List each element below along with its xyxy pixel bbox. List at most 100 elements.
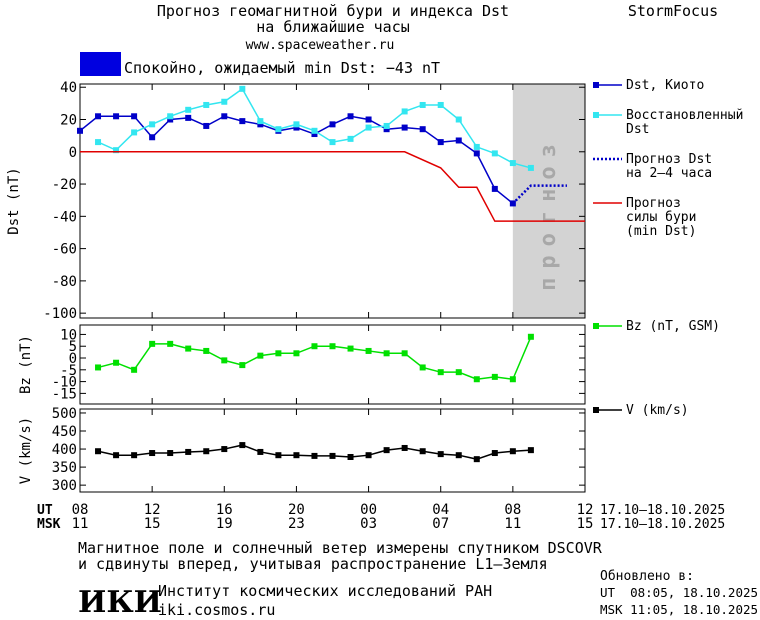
point [257,118,264,125]
legend-label: Dst, Киото [626,78,704,93]
ut-tick-label: 00 [360,502,377,518]
point [491,150,498,157]
point [77,127,83,134]
point [383,126,390,133]
point [239,118,246,125]
point [347,345,354,352]
point [365,452,372,459]
legend-label: V (km/s) [626,403,689,418]
institute-site: iki.cosmos.ru [158,601,275,619]
point [221,113,228,120]
point [185,106,192,113]
series-line [80,151,585,222]
point [257,352,264,359]
updated-ut: UT 08:05, 18.10.2025 [600,585,758,600]
point [383,122,390,129]
point [239,442,246,449]
msk-tick-label: 15 [577,516,594,532]
forecast-region [512,84,585,318]
ut-tick-label: 04 [432,502,449,518]
y-tick-label: -10 [52,375,77,391]
point [149,134,156,141]
institute: Институт космических исследований РАН [158,582,492,600]
y-tick-label: -40 [52,209,77,225]
point [203,448,210,455]
forecast-label: прогноз [536,135,561,291]
point [311,131,318,138]
time-row-label: MSK [37,517,61,532]
msk-tick-label: 23 [288,516,305,532]
y-axis-label: V (km/s) [18,417,34,484]
point [167,113,174,120]
y-tick-label: 0 [69,351,77,367]
msk-tick-label: 07 [432,516,449,532]
updated-title: Обновлено в: [600,569,694,584]
status: Спокойно, ожидаемый min Dst: −43 nT [124,59,440,77]
ut-tick-label: 16 [216,502,233,518]
ut-tick-label: 08 [504,502,521,518]
point [329,452,336,459]
y-tick-label: 10 [60,327,77,343]
y-tick-label: 0 [69,145,77,161]
point [311,452,318,459]
point [509,448,516,455]
legend-marker [593,82,599,88]
point [167,450,174,457]
legend-label: Прогноз силы бури (min Dst) [626,196,696,239]
point [113,113,120,120]
legend-marker [593,407,599,413]
point [491,373,498,380]
point [311,343,318,350]
y-tick-label: 20 [60,113,77,129]
msk-tick-label: 15 [144,516,161,532]
point [95,113,102,120]
point [437,451,444,458]
point [113,452,120,459]
point [293,350,300,357]
y-tick-label: -15 [52,386,77,402]
point [491,450,498,457]
y-tick-label: 300 [52,478,77,494]
point [185,345,192,352]
y-tick-label: -5 [60,363,77,379]
ut-tick-label: 08 [72,502,89,518]
point [131,113,138,120]
point [203,122,210,129]
title: Прогноз геомагнитной бури и индекса Dst н… [157,2,509,36]
point [401,444,408,451]
point [167,116,174,123]
point [455,137,462,144]
plot-frame [79,408,586,493]
legend-label: Восстановленный Dst [626,108,743,137]
point [293,124,300,131]
point [131,366,138,373]
legend-label: Прогноз Dst на 2–4 часа [626,152,712,181]
point [509,376,516,383]
y-tick-label: 5 [69,339,77,355]
point [275,350,282,357]
point [95,364,102,371]
point [113,147,120,154]
legend-marker [593,323,599,329]
y-tick-label: -60 [52,242,77,258]
updated-msk: MSK 11:05, 18.10.2025 [600,602,758,617]
plot-frame [79,324,586,405]
point [239,362,246,369]
point [113,359,120,366]
point [365,124,372,131]
point [329,139,336,146]
point [419,101,426,108]
point [509,160,516,167]
msk-tick-label: 19 [216,516,233,532]
point [473,150,480,157]
footer-note: Магнитное поле и солнечный ветер измерен… [78,539,603,573]
point [95,448,102,455]
point [473,376,480,383]
point [527,447,534,454]
msk-tick-label: 03 [360,516,377,532]
point [95,139,102,146]
point [329,121,336,128]
point [455,452,462,459]
point [419,364,426,371]
ut-tick-label: 20 [288,502,305,518]
